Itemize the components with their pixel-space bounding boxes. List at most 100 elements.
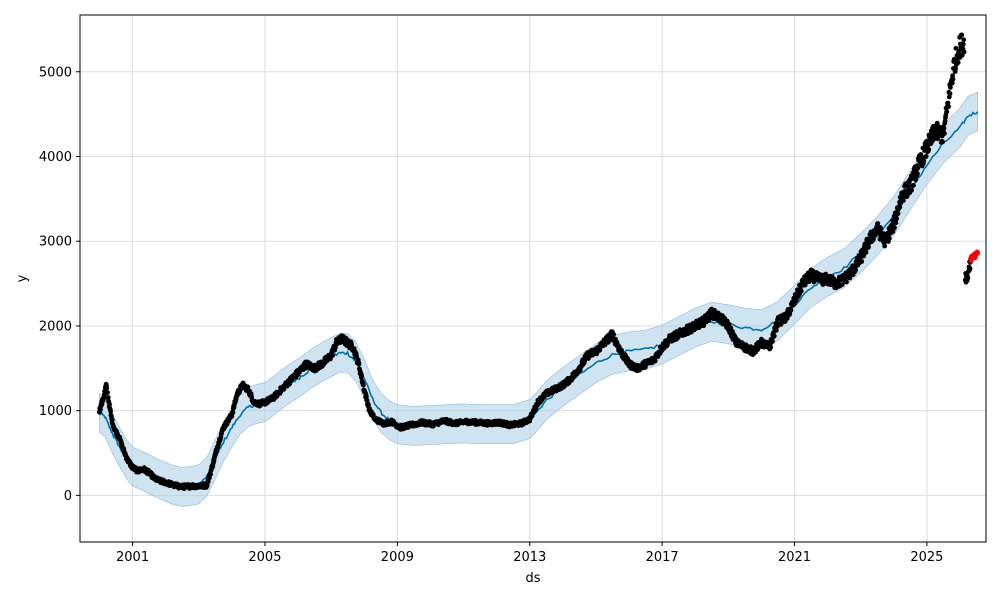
- observed-point: [950, 73, 955, 79]
- observed-point: [105, 390, 110, 395]
- observed-point: [923, 153, 929, 159]
- observed-point: [798, 288, 804, 294]
- observed-point: [770, 339, 775, 344]
- observed-point: [107, 402, 112, 407]
- x-tick-label: 2005: [248, 550, 281, 565]
- observed-point: [784, 315, 790, 321]
- x-tick-label: 2025: [910, 550, 943, 565]
- observed-point: [926, 147, 932, 153]
- observed-point: [105, 395, 111, 400]
- observed-point: [774, 327, 779, 333]
- observed-point: [901, 198, 906, 203]
- observed-point: [109, 417, 115, 423]
- observed-point: [230, 410, 236, 415]
- observed-point: [944, 109, 950, 115]
- x-tick-label: 2001: [116, 550, 149, 565]
- uncertainty-band: [99, 91, 979, 507]
- observed-point: [847, 275, 853, 281]
- observed-point: [806, 279, 812, 284]
- observed-point: [953, 66, 958, 71]
- observed-points-layer: [97, 32, 973, 492]
- observed-point: [844, 279, 849, 285]
- x-axis-ticks: 2001 2005 2009 2013 2017 2021 2025: [116, 542, 943, 565]
- observed-point: [887, 236, 892, 241]
- observed-point: [611, 332, 617, 337]
- observed-point: [204, 483, 210, 489]
- observed-point: [961, 37, 967, 43]
- y-tick-label: 4000: [39, 150, 72, 165]
- anomaly-points-layer: [968, 249, 981, 263]
- observed-point: [894, 216, 899, 222]
- observed-point: [955, 60, 961, 65]
- observed-point: [961, 49, 967, 55]
- observed-point: [788, 307, 794, 313]
- observed-point: [359, 372, 364, 378]
- x-tick-label: 2021: [778, 550, 811, 565]
- observed-point: [892, 225, 897, 231]
- observed-point: [915, 171, 920, 177]
- observed-point: [895, 211, 901, 216]
- observed-point: [882, 243, 888, 249]
- observed-point: [208, 471, 214, 477]
- observed-point: [967, 266, 973, 271]
- observed-point: [866, 244, 871, 250]
- y-tick-label: 2000: [39, 319, 72, 334]
- observed-point: [947, 91, 953, 96]
- observed-point: [915, 165, 921, 171]
- observed-point: [330, 353, 335, 358]
- observed-point: [893, 220, 899, 226]
- observed-point: [946, 104, 951, 109]
- observed-point: [921, 158, 927, 164]
- observed-point: [859, 259, 865, 264]
- observed-point: [948, 85, 953, 90]
- x-axis-title: ds: [525, 571, 540, 586]
- y-tick-label: 3000: [39, 235, 72, 250]
- observed-point: [965, 275, 971, 281]
- y-axis-title: y: [15, 274, 30, 282]
- observed-point: [875, 221, 881, 226]
- observed-point: [787, 311, 793, 317]
- observed-point: [942, 131, 947, 137]
- observed-point: [960, 41, 966, 47]
- observed-point: [853, 268, 858, 273]
- observed-point: [839, 282, 845, 287]
- observed-point: [897, 204, 903, 210]
- observed-point: [366, 402, 371, 408]
- observed-point: [871, 236, 876, 242]
- observed-point: [108, 409, 113, 414]
- observed-point: [913, 177, 919, 183]
- observed-point: [356, 361, 362, 367]
- observed-point: [911, 183, 916, 188]
- observed-point: [945, 100, 951, 106]
- plot-frame: [79, 14, 987, 543]
- y-tick-label: 1000: [39, 404, 72, 419]
- y-axis-ticks: 0 1000 2000 3000 4000 5000: [39, 65, 80, 504]
- observed-point: [361, 382, 366, 388]
- observed-point: [950, 76, 956, 82]
- anomaly-point: [974, 250, 980, 256]
- y-tick-label: 0: [64, 489, 72, 504]
- observed-point: [771, 333, 777, 339]
- observed-point: [98, 407, 103, 412]
- observed-point: [863, 249, 869, 255]
- observed-point: [768, 344, 774, 350]
- x-tick-label: 2013: [513, 550, 546, 565]
- y-tick-label: 5000: [39, 65, 72, 80]
- observed-point: [953, 45, 959, 51]
- observed-point: [104, 385, 110, 391]
- observed-point: [245, 384, 251, 390]
- observed-point: [959, 32, 965, 38]
- x-tick-label: 2017: [646, 550, 679, 565]
- observed-point: [364, 394, 369, 399]
- observed-point: [205, 479, 211, 484]
- observed-point: [652, 358, 658, 364]
- observed-point: [949, 80, 955, 86]
- observed-point: [940, 139, 945, 145]
- observed-point: [878, 226, 884, 232]
- x-tick-label: 2009: [381, 550, 414, 565]
- observed-point: [941, 125, 947, 131]
- observed-point: [890, 229, 896, 234]
- observed-point: [675, 335, 681, 340]
